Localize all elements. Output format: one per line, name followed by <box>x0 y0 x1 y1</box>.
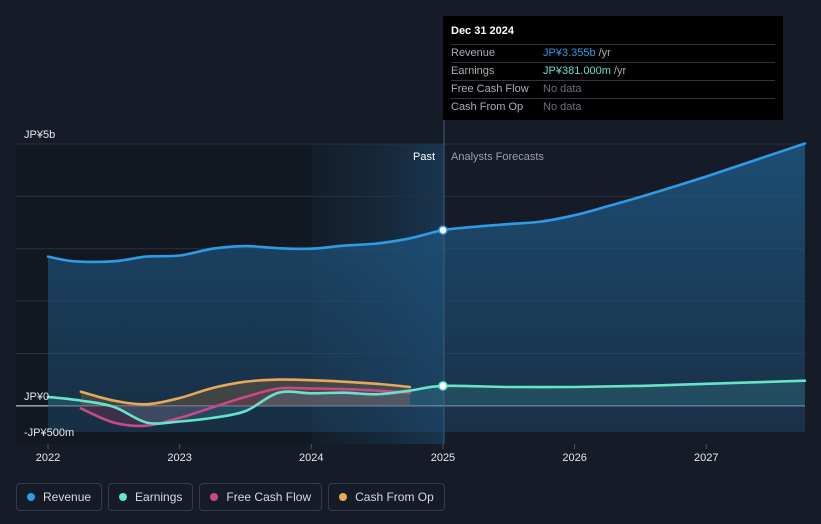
tooltip-value: No data <box>543 101 582 113</box>
tooltip: Dec 31 2024 Revenue JP¥3.355b /yr Earnin… <box>443 16 783 120</box>
legend-dot-icon <box>27 493 35 501</box>
free-cash-flow-line <box>79 386 412 428</box>
tooltip-label: Free Cash Flow <box>451 83 529 95</box>
legend-label: Cash From Op <box>355 490 434 504</box>
legend-label: Free Cash Flow <box>226 490 312 504</box>
revenue-marker <box>438 225 448 235</box>
tooltip-row-cash-from-op: Cash From Op No data <box>451 98 775 116</box>
earnings-line <box>46 379 807 425</box>
y-tick-label: JP¥5b <box>24 129 55 141</box>
legend-item-earnings[interactable]: Earnings <box>108 483 194 511</box>
x-tick-label: 2024 <box>299 452 323 464</box>
legend-label: Revenue <box>43 490 92 504</box>
legend-item-revenue[interactable]: Revenue <box>16 483 103 511</box>
x-tick-label: 2025 <box>431 452 455 464</box>
revenue-area <box>48 143 805 432</box>
y-tick-label: -JP¥500m <box>24 427 74 439</box>
free-cash-flow-area <box>80 387 411 426</box>
tooltip-row-free-cash-flow: Free Cash Flow No data <box>451 80 775 98</box>
tooltip-label: Earnings <box>451 65 495 77</box>
tooltip-value: JP¥3.355b <box>543 47 596 59</box>
x-tick-label: 2022 <box>36 452 60 464</box>
past-label: Past <box>413 151 435 163</box>
legend-dot-icon <box>339 493 348 501</box>
x-tick-label: 2027 <box>694 452 718 464</box>
legend-item-free-cash-flow[interactable]: Free Cash Flow <box>199 483 323 511</box>
legend-dot-icon <box>210 493 219 501</box>
tooltip-unit: /yr <box>598 47 611 59</box>
y-tick-label: JP¥0 <box>24 391 49 403</box>
tooltip-row-earnings: Earnings JP¥381.000m /yr <box>451 62 775 80</box>
tooltip-unit: /yr <box>613 65 627 77</box>
tooltip-row-revenue: Revenue JP¥3.355b /yr <box>451 44 775 62</box>
forecast-label: Analysts Forecasts <box>451 151 544 163</box>
tooltip-value: JP¥381.000m <box>543 65 611 77</box>
cash-from-op-line <box>79 378 412 406</box>
tooltip-label: Revenue <box>451 47 496 59</box>
earnings-marker <box>438 381 448 391</box>
legend-label: Earnings <box>135 490 183 504</box>
cash-from-op-area <box>80 379 411 406</box>
x-tick-label: 2026 <box>562 452 586 464</box>
legend: Revenue Earnings Free Cash Flow Cash Fro… <box>16 483 451 511</box>
legend-dot-icon <box>119 493 128 501</box>
revenue-line <box>46 142 807 264</box>
tooltip-value: No data <box>543 83 582 95</box>
x-tick-label: 2023 <box>167 452 191 464</box>
legend-item-cash-from-op[interactable]: Cash From Op <box>328 483 445 511</box>
tooltip-label: Cash From Op <box>451 101 524 113</box>
tooltip-date: Dec 31 2024 <box>451 25 514 37</box>
